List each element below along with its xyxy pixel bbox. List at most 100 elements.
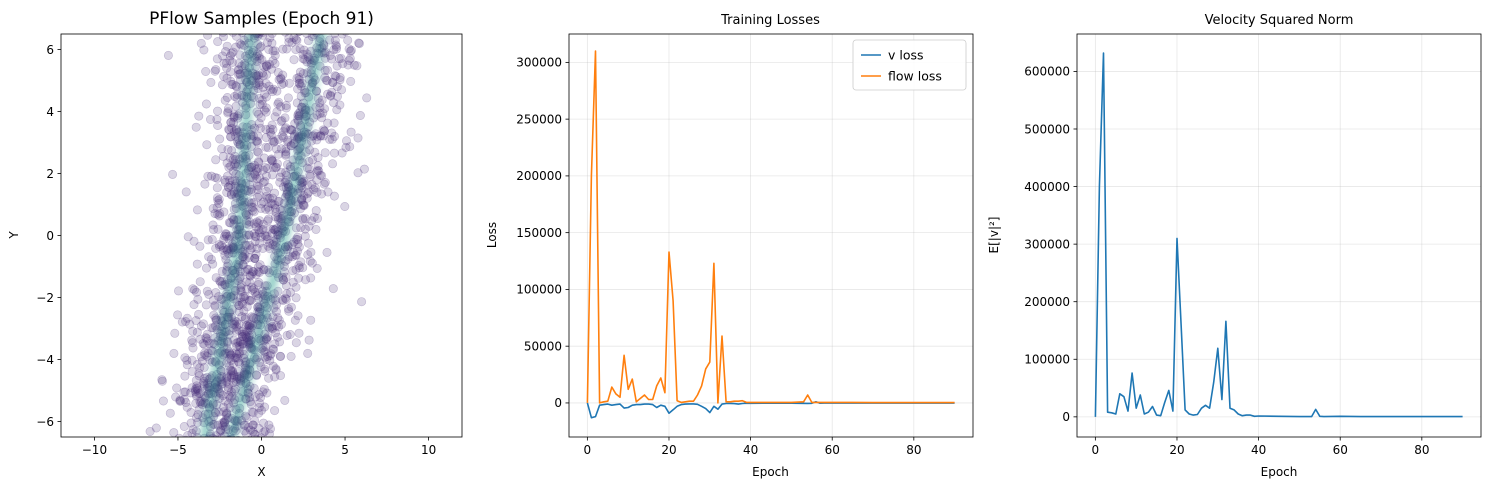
scatter-point: [198, 339, 208, 349]
scatter-point: [270, 406, 280, 416]
scatter-point: [215, 134, 225, 144]
velocity-x-label: Epoch: [1261, 465, 1298, 479]
scatter-point: [265, 34, 275, 43]
scatter-point: [254, 190, 264, 200]
scatter-point: [251, 222, 261, 232]
scatter-point: [223, 399, 233, 409]
scatter-point: [315, 131, 325, 141]
scatter-point: [264, 323, 274, 333]
scatter-point: [209, 310, 219, 320]
scatter-point: [251, 232, 261, 242]
scatter-point: [254, 277, 264, 287]
scatter-point: [224, 104, 234, 114]
scatter-point: [224, 244, 234, 254]
scatter-point: [255, 238, 265, 248]
losses-x-tick-label: 60: [825, 443, 840, 457]
scatter-point: [262, 164, 272, 174]
scatter-point: [226, 365, 236, 375]
scatter-point: [213, 37, 223, 47]
scatter-point: [182, 355, 192, 365]
scatter-point: [298, 49, 308, 59]
scatter-point: [275, 337, 285, 347]
scatter-point: [270, 46, 280, 56]
scatter-point: [179, 421, 189, 431]
scatter-point: [169, 428, 179, 437]
scatter-point: [200, 439, 208, 447]
velocity-plot-area: [1094, 52, 1463, 418]
scatter-point: [231, 353, 241, 363]
scatter-point: [271, 144, 281, 154]
scatter-point: [224, 379, 234, 389]
scatter-point: [221, 441, 229, 449]
scatter-point: [279, 275, 289, 285]
scatter-point: [344, 55, 354, 65]
scatter-point: [208, 204, 218, 214]
scatter-point: [272, 332, 282, 342]
scatter-point: [210, 209, 220, 219]
scatter-point: [235, 39, 245, 49]
scatter-point: [219, 438, 227, 446]
scatter-point: [219, 234, 229, 244]
scatter-point: [293, 311, 303, 321]
scatter-point: [221, 47, 231, 57]
scatter-point: [211, 288, 221, 298]
scatter-point: [221, 255, 231, 265]
scatter-point: [253, 70, 263, 80]
scatter-point: [329, 148, 339, 158]
losses-y-tick-label: 200000: [516, 169, 562, 183]
scatter-point: [313, 153, 323, 163]
scatter-point: [280, 395, 290, 405]
scatter-point: [267, 156, 277, 166]
scatter-point: [186, 418, 196, 428]
scatter-point: [211, 273, 221, 283]
scatter-point: [240, 293, 250, 303]
scatter-point: [226, 67, 236, 77]
scatter-point: [258, 219, 268, 229]
scatter-point: [258, 71, 268, 81]
scatter-point: [220, 95, 230, 105]
scatter-point: [263, 216, 273, 226]
scatter-point: [291, 34, 301, 44]
scatter-point: [199, 380, 209, 390]
velocity-x-tick-label: 0: [1092, 443, 1100, 457]
scatter-point: [226, 370, 236, 380]
scatter-point: [237, 329, 247, 339]
scatter-point: [174, 433, 184, 437]
scatter-point: [320, 148, 330, 158]
scatter-point: [326, 54, 336, 64]
scatter-point: [304, 221, 314, 231]
scatter-point: [307, 131, 317, 141]
scatter-point: [238, 260, 248, 270]
scatter-point: [244, 253, 254, 263]
scatter-point: [200, 373, 210, 383]
scatter-point: [211, 431, 221, 437]
scatter-point: [215, 242, 225, 252]
scatter-point: [203, 171, 213, 181]
scatter-point: [250, 287, 260, 297]
scatter-point: [250, 416, 260, 426]
scatter-point: [231, 34, 241, 41]
scatter-point: [320, 66, 330, 76]
scatter-point: [191, 316, 201, 326]
scatter-point: [213, 121, 223, 131]
scatter-point: [263, 241, 273, 251]
scatter-point: [225, 353, 235, 363]
scatter-point: [294, 328, 304, 338]
scatter-point: [222, 409, 232, 419]
scatter-point: [222, 372, 232, 382]
scatter-point: [312, 175, 322, 185]
scatter-point: [311, 129, 321, 139]
scatter-point: [181, 316, 191, 326]
scatter-point: [248, 420, 258, 430]
scatter-point: [274, 196, 284, 206]
scatter-point: [266, 130, 276, 140]
velocity-y-tick-label: 100000: [1024, 353, 1070, 367]
scatter-point: [252, 167, 262, 177]
scatter-point: [240, 426, 250, 436]
scatter-point: [258, 178, 268, 188]
scatter-point: [237, 297, 247, 307]
scatter-point: [227, 48, 237, 58]
scatter-point: [225, 51, 235, 61]
scatter-point: [284, 78, 294, 88]
scatter-point: [239, 292, 249, 302]
